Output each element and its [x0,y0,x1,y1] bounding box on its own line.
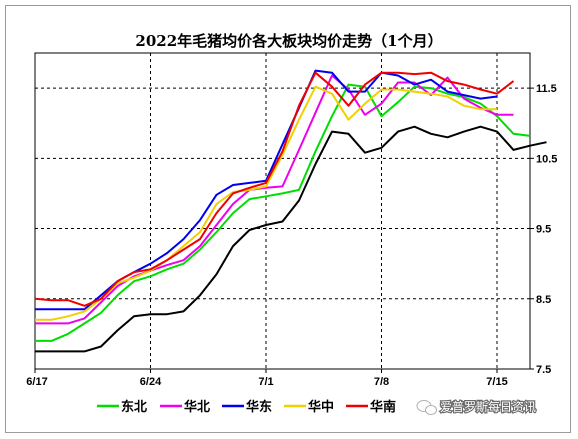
legend-label-3: 华中 [308,399,334,415]
legend: 东北 华北 华东 华中 华南 [97,399,396,415]
y-axis-ticks: 7.5 8.5 9.5 10.5 11.5 [530,83,557,376]
legend-label-4: 华南 [370,399,396,415]
legend-label-2: 华东 [246,399,272,415]
grid-lines [35,53,530,369]
x-tick-label-4: 7/15 [486,376,507,388]
x-tick-label-1: 6/24 [140,376,162,388]
series-line-4 [34,71,515,307]
series-line-0 [35,83,531,342]
y-tick-label-2: 9.5 [536,224,551,236]
legend-label-1: 华北 [184,399,210,415]
y-tick-label-3: 10.5 [536,153,557,165]
legend-label-0: 东北 [121,399,147,415]
series-line-1 [35,74,514,325]
watermark: 爱普罗斯每日资讯 [416,398,537,415]
y-tick-label-4: 11.5 [536,83,557,95]
chart-title: 2022年毛猪均价各大板块均价走势（1个月） [135,32,442,50]
x-tick-label-3: 7/8 [374,376,389,388]
x-axis-ticks: 6/17 6/24 7/1 7/8 7/15 [26,369,508,388]
x-tick-label-0: 6/17 [26,376,47,388]
plot-area [34,52,531,370]
watermark-text: 爱普罗斯每日资讯 [440,399,536,414]
series-line-5 [35,125,547,353]
y-tick-label-0: 7.5 [536,364,551,376]
series-lines [34,69,547,353]
y-tick-label-1: 8.5 [536,294,551,306]
speech-bubble-icon [416,400,437,415]
x-tick-label-2: 7/1 [258,376,273,388]
